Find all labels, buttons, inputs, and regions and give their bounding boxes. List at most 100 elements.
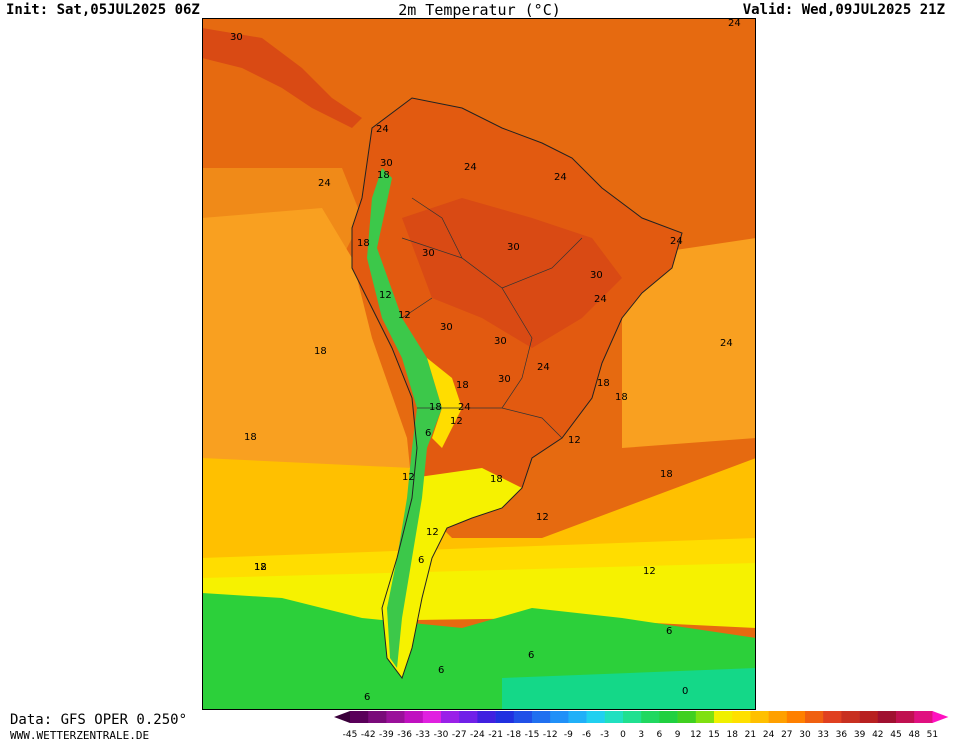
legend-tick-label: 3	[638, 730, 644, 739]
legend-tick-label: -3	[600, 730, 609, 739]
contour-label: 6	[364, 692, 370, 703]
legend-swatch	[914, 711, 933, 723]
legend-swatch	[404, 711, 424, 723]
map-title: 2m Temperatur (°C)	[398, 1, 561, 19]
legend-swatch	[896, 711, 915, 723]
legend-swatch	[641, 711, 660, 723]
contour-label: 30	[440, 322, 453, 333]
contour-label: 30	[494, 336, 507, 347]
color-legend: -45 -42 -39 -36 -33 -30 -27 -24 -21 -18 -15 -12 -9 -6…	[334, 711, 949, 739]
contour-label: 30	[422, 248, 435, 259]
contour-label: 6	[438, 665, 444, 676]
legend-swatch	[386, 711, 405, 723]
contour-label: 12	[426, 527, 439, 538]
legend-tick-label: -33	[415, 730, 430, 739]
contour-label: 24	[594, 294, 607, 305]
legend-tick-label: 42	[872, 730, 883, 739]
legend-tick-label: 33	[817, 730, 828, 739]
contour-label: 6	[425, 428, 431, 439]
data-source-label: Data: GFS OPER 0.250°	[10, 712, 188, 728]
ocean-atlantic-24	[622, 238, 756, 448]
contour-label: 24	[464, 162, 477, 173]
legend-tick-label: 30	[799, 730, 811, 739]
contour-label: 30	[380, 158, 393, 169]
legend-swatch	[604, 711, 624, 723]
legend-swatch	[441, 711, 460, 723]
contour-label: 12	[450, 416, 463, 427]
legend-swatch	[532, 711, 551, 723]
contour-label: 6	[418, 555, 424, 566]
legend-tick-label: 51	[927, 730, 938, 739]
legend-swatch	[495, 711, 515, 723]
legend-swatch	[568, 711, 587, 723]
legend-tick-label: -6	[582, 730, 591, 739]
contour-label: 24	[376, 124, 389, 135]
legend-swatch	[550, 711, 569, 723]
contour-label: 24	[554, 172, 567, 183]
legend-tick-label: -18	[506, 730, 521, 739]
central-america-land	[202, 28, 362, 128]
legend-swatch	[768, 711, 788, 723]
contour-label: 24	[318, 178, 331, 189]
legend-swatch	[877, 711, 897, 723]
legend-arrow-left	[334, 711, 350, 723]
legend-swatch	[659, 711, 678, 723]
legend-tick-label: -42	[361, 730, 376, 739]
temperature-map: 30 24 24 30 18 24 24 24 18 30 30 24 30 2…	[202, 18, 756, 710]
legend-swatch	[841, 711, 860, 723]
coastline	[351, 97, 683, 680]
legend-tick-label: -39	[379, 730, 394, 739]
contour-label: 30	[507, 242, 520, 253]
contour-label: 18	[377, 170, 390, 181]
legend-swatch	[677, 711, 697, 723]
legend-swatch	[750, 711, 769, 723]
legend-tick-label: -27	[452, 730, 467, 739]
contour-label: 18	[429, 402, 442, 413]
ocean-south-12	[202, 563, 756, 628]
legend-swatch	[368, 711, 387, 723]
legend-tick-label: 21	[745, 730, 756, 739]
contour-label: 30	[498, 374, 511, 385]
valid-time-label: Valid: Wed,09JUL2025 21Z	[742, 2, 945, 18]
country-borders	[401, 197, 583, 439]
legend-swatch	[350, 711, 369, 723]
legend-tick-label: -12	[543, 730, 558, 739]
legend-swatch	[623, 711, 642, 723]
contour-label: 12	[379, 290, 392, 301]
legend-swatch	[823, 711, 842, 723]
legend-tick-label: -15	[525, 730, 540, 739]
legend-tick-label: 24	[763, 730, 775, 739]
legend-tick-label: -24	[470, 730, 485, 739]
contour-label: 24	[720, 338, 733, 349]
contour-label: 18	[357, 238, 370, 249]
andes-foothills	[427, 358, 462, 448]
legend-swatch	[459, 711, 478, 723]
amazon-hot	[402, 198, 622, 348]
legend-tick-label: -9	[564, 730, 573, 739]
contour-label: 18	[254, 562, 267, 573]
ocean-south-3	[502, 668, 756, 710]
contour-label: 30	[590, 270, 603, 281]
contour-label: 18	[314, 346, 327, 357]
legend-swatch	[732, 711, 751, 723]
legend-tick-label: 39	[854, 730, 866, 739]
contour-label: 0	[682, 686, 688, 697]
legend-tick-label: 9	[675, 730, 681, 739]
legend-swatch	[695, 711, 715, 723]
contour-label: 18	[456, 380, 469, 391]
legend-tick-label: 15	[708, 730, 719, 739]
contour-label: 12	[398, 310, 411, 321]
legend-swatch	[859, 711, 879, 723]
contour-label: 18	[597, 378, 610, 389]
contour-label: 12	[568, 435, 581, 446]
legend-swatch	[422, 711, 442, 723]
website-label: WWW.WETTERZENTRALE.DE	[10, 729, 150, 742]
contour-label: 6	[528, 650, 534, 661]
contour-label: 18	[615, 392, 628, 403]
contour-label: 18	[660, 469, 673, 480]
contour-label: 18	[490, 474, 503, 485]
legend-tick-label: 0	[620, 730, 626, 739]
legend-tick-label: 6	[657, 730, 663, 739]
contour-label: 12	[402, 472, 415, 483]
legend-tick-label: 36	[836, 730, 848, 739]
